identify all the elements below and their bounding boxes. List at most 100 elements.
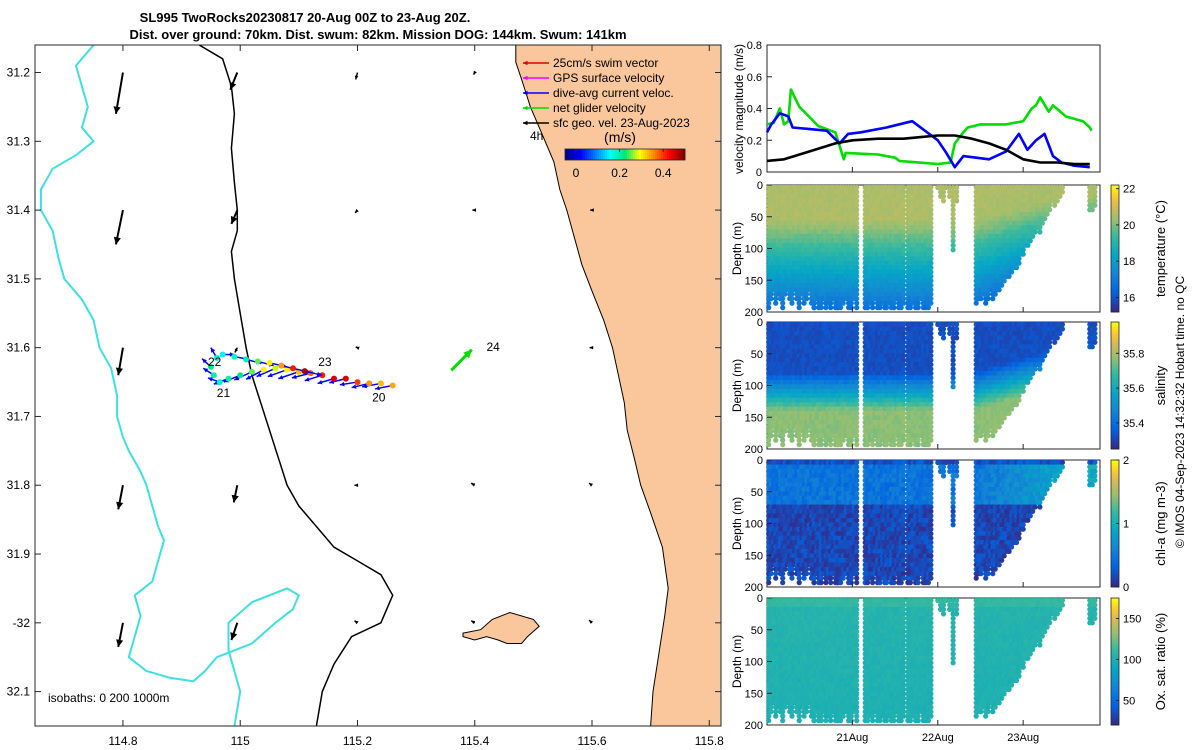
depth-axis-label: Depth (m)	[730, 635, 744, 688]
figure-title-line2: Dist. over ground: 70km. Dist. swum: 82k…	[129, 27, 626, 42]
depth-tick-label: 150	[745, 688, 763, 700]
geo-vector-arrow	[355, 346, 360, 350]
track-speed-dot	[331, 375, 337, 382]
geo-vector-arrow	[472, 70, 477, 75]
geo-vector-arrow	[470, 620, 476, 625]
dive-current-arrow	[278, 371, 300, 380]
velocity-panel: 0 0.2 0.4 0.6 0.8	[747, 40, 1101, 179]
depth-axis-label: Depth (m)	[730, 497, 744, 550]
legend-arrow	[523, 90, 549, 96]
colorbar-tick-label: 35.8	[1123, 348, 1144, 360]
colorbar-label: Ox. sat. ratio (%)	[1153, 613, 1168, 711]
rottnest-island	[462, 611, 540, 644]
day-label: 24	[487, 340, 501, 354]
geo-vector-arrow	[116, 622, 124, 648]
map-x-tick-label: 115	[231, 734, 250, 748]
depth-tick-label: 150	[745, 275, 763, 287]
track-speed-dot	[290, 365, 296, 372]
geo-vector-arrow	[113, 209, 124, 245]
depth-tick-label: 100	[745, 519, 763, 531]
colorbar-label: salinity	[1153, 365, 1168, 405]
map-y-tick-label: -32	[13, 616, 31, 630]
profile-panel-temp: 0 50 100 150 200 Depth (m) 16 18 20 22 temperature…	[730, 180, 1168, 319]
legend-label: net glider velocity	[553, 101, 646, 115]
profile-panel-chl: 0 50 100 150 200 Depth (m) 0 1 2 chl-a (mg m-3)	[730, 455, 1168, 594]
profile-panel-sal: 0 50 100 150 200 Depth (m) 35.4 35.6 35.8 salinit…	[730, 317, 1168, 456]
colorbar-tick-label: 100	[1123, 654, 1141, 666]
velocity-y-tick-label: 0.8	[747, 40, 762, 52]
depth-tick-label: 0	[757, 180, 763, 192]
track-speed-dot	[301, 368, 308, 375]
map-x-tick-label: 114.8	[108, 734, 137, 748]
depth-tick-label: 0	[757, 317, 763, 329]
depth-tick-label: 200	[745, 720, 763, 732]
day-label: 20	[372, 390, 386, 404]
map-y-tick-label: 32.1	[7, 685, 31, 699]
glider-track-vectors	[201, 347, 473, 391]
geo-vector-arrow	[470, 482, 476, 487]
depth-tick-label: 200	[745, 582, 763, 594]
map-y-tick-label: 31.9	[7, 547, 31, 561]
time-tick-label: 22Aug	[922, 732, 954, 744]
track-speed-dot	[278, 362, 285, 369]
depth-tick-label: 100	[745, 657, 763, 669]
profile-colorbar	[1110, 184, 1120, 313]
dive-current-arrow	[304, 374, 323, 382]
track-speed-dot	[389, 382, 396, 389]
legend-arrow	[523, 105, 549, 111]
legend-arrow	[523, 60, 549, 66]
isobath-1000m	[39, 45, 301, 726]
track-speed-dot	[354, 379, 361, 386]
track-speed-dot	[231, 353, 238, 360]
dive-current-arrow	[351, 382, 370, 389]
track-speed-dot	[216, 379, 223, 386]
legend-4h: 4h	[530, 129, 543, 143]
geo-vector-arrow	[231, 485, 239, 503]
coastline-land	[515, 45, 721, 726]
colorbar-tick-label: 18	[1123, 256, 1135, 268]
geo-vector-arrow	[230, 622, 239, 641]
figure-title-line1: SL995 TwoRocks20230817 20-Aug 00Z to 23-…	[140, 10, 471, 25]
depth-tick-label: 200	[745, 307, 763, 319]
colorbar-tick-label: 150	[1123, 613, 1141, 625]
velocity-y-tick-label: 0.2	[747, 135, 762, 147]
track-speed-dot	[225, 375, 232, 382]
velocity-y-tick-label: 0.6	[747, 72, 762, 84]
map-x-ticks: 114.8 115 115.2 115.4 115.6 115.8	[108, 45, 724, 748]
colorbar-tick-label: 35.4	[1123, 418, 1144, 430]
time-tick-label: 21Aug	[836, 732, 868, 744]
colorbar-tick-label: 0	[573, 166, 580, 180]
time-tick-label: 23Aug	[1007, 732, 1039, 744]
colorbar-tick-label: 16	[1123, 292, 1135, 304]
depth-tick-label: 200	[745, 444, 763, 456]
track-speed-dot	[272, 365, 279, 372]
map-y-ticks: 31.2 31.3 31.4 31.5 31.6 31.7 31.8 31.9 -32 32.1	[7, 66, 721, 699]
track-speed-dot	[243, 356, 250, 363]
geo-vector-arrow	[234, 347, 239, 353]
map-y-tick-label: 31.8	[7, 478, 31, 492]
geo-vector-arrow	[229, 72, 239, 91]
track-speed-dot	[207, 363, 214, 370]
colorbar-label: temperature (°C)	[1153, 200, 1168, 297]
track-speed-dot	[237, 372, 244, 379]
depth-tick-label: 150	[745, 550, 763, 562]
colorbar-tick-label: 35.6	[1123, 383, 1144, 395]
profile-dots-sal	[766, 321, 1098, 448]
colorbar-label: chl-a (mg m-3)	[1153, 481, 1168, 566]
profile-dots-oxy	[766, 597, 1098, 724]
legend-arrow	[523, 75, 549, 81]
profile-colorbar	[1110, 321, 1120, 450]
velocity-series-line	[765, 112, 1090, 169]
map-y-tick-label: 31.3	[7, 134, 31, 148]
map-y-tick-label: 31.2	[7, 66, 31, 80]
map-y-tick-label: 31.5	[7, 272, 31, 286]
colorbar-title: (m/s)	[604, 129, 636, 145]
isobaths-label: isobaths: 0 200 1000m	[48, 691, 169, 705]
day-label: 23	[318, 355, 332, 369]
geostrophic-vectors	[113, 70, 594, 648]
legend-label: GPS surface velocity	[553, 71, 664, 85]
legend-arrow	[523, 120, 549, 126]
depth-tick-label: 50	[751, 349, 763, 361]
